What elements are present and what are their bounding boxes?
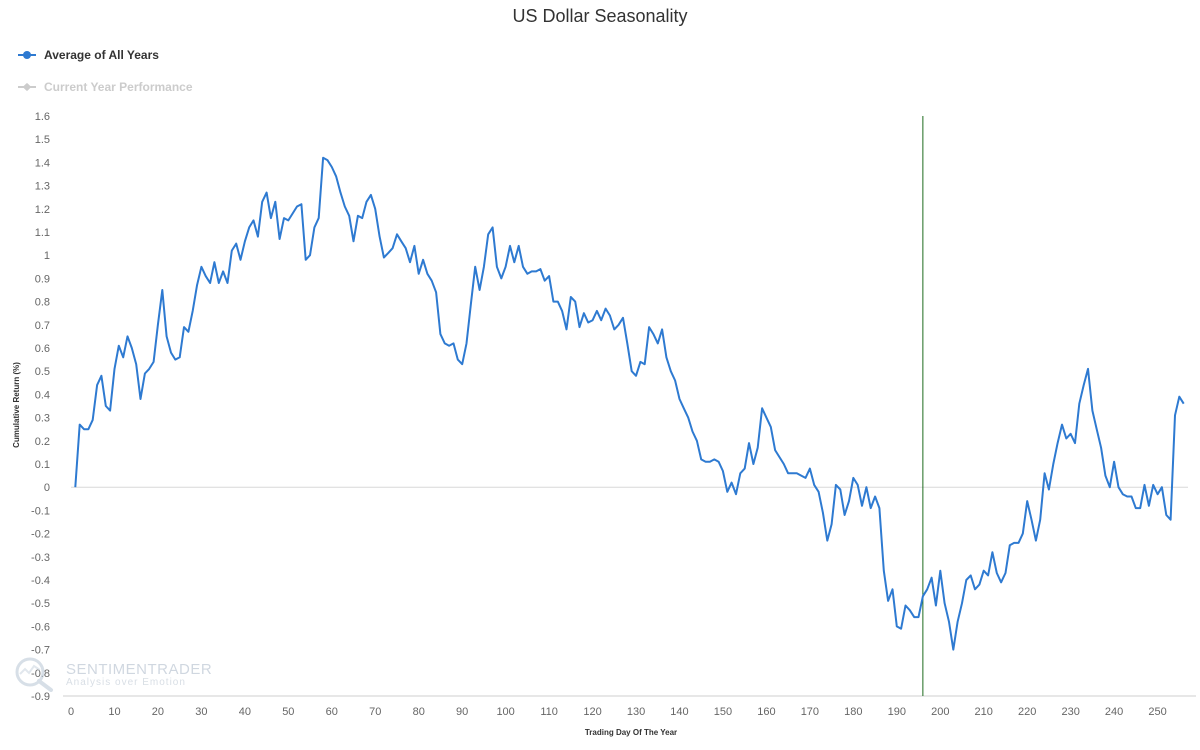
x-tick-label: 140 xyxy=(670,706,688,718)
y-tick-label: -0.2 xyxy=(31,529,50,541)
y-tick-label: 1 xyxy=(44,250,50,262)
y-tick-label: 1.2 xyxy=(35,204,50,216)
y-tick-label: -0.6 xyxy=(31,621,50,633)
legend-item-average-of-all-years[interactable]: Average of All Years xyxy=(18,48,159,62)
y-tick-label: 0 xyxy=(44,482,50,494)
y-tick-label: -0.3 xyxy=(31,552,50,564)
watermark: SENTIMENTRADER Analysis over Emotion xyxy=(14,656,212,692)
y-tick-label: -0.9 xyxy=(31,691,50,703)
y-tick-label: 0.7 xyxy=(35,320,50,332)
y-tick-label: 0.9 xyxy=(35,273,50,285)
x-tick-label: 180 xyxy=(844,706,862,718)
y-tick-label: 0.2 xyxy=(35,436,50,448)
series-line-average-of-all-years[interactable] xyxy=(74,156,1185,651)
legend-swatch-icon xyxy=(18,82,36,92)
x-tick-label: 150 xyxy=(714,706,732,718)
legend-swatch-icon xyxy=(18,50,36,60)
x-tick-label: 110 xyxy=(540,706,558,718)
y-tick-label: -0.5 xyxy=(31,598,50,610)
y-axis-title: Cumulative Return (%) xyxy=(12,362,21,448)
y-tick-label: 1.4 xyxy=(35,157,50,169)
x-tick-label: 130 xyxy=(627,706,645,718)
x-tick-label: 70 xyxy=(369,706,381,718)
y-tick-label: 1.6 xyxy=(35,111,50,123)
x-tick-label: 210 xyxy=(975,706,993,718)
x-tick-label: 200 xyxy=(931,706,949,718)
x-tick-label: 220 xyxy=(1018,706,1036,718)
x-tick-label: 230 xyxy=(1061,706,1079,718)
magnifier-logo-icon xyxy=(15,657,53,692)
y-tick-label: 0.8 xyxy=(35,297,50,309)
x-tick-label: 240 xyxy=(1105,706,1123,718)
legend-label-current-year: Current Year Performance xyxy=(44,80,193,94)
y-tick-label: -0.7 xyxy=(31,645,50,657)
legend-item-current-year-performance[interactable]: Current Year Performance xyxy=(18,80,193,94)
chart-title: US Dollar Seasonality xyxy=(512,6,688,26)
y-tick-label: 1.5 xyxy=(35,134,50,146)
y-tick-label: 0.4 xyxy=(35,389,50,401)
legend-label-average: Average of All Years xyxy=(44,48,159,62)
y-tick-label: 0.5 xyxy=(35,366,50,378)
y-tick-label: -0.4 xyxy=(31,575,50,587)
x-tick-label: 20 xyxy=(152,706,164,718)
y-tick-label: 1.3 xyxy=(35,181,50,193)
y-tick-label: -0.8 xyxy=(31,668,50,680)
x-tick-label: 50 xyxy=(282,706,294,718)
x-tick-label: 250 xyxy=(1148,706,1166,718)
watermark-tagline: Analysis over Emotion xyxy=(66,676,186,688)
y-axis-ticks: 1.6 1.5 1.4 1.3 1.2 1.1 1 0.9 0.8 0.7 0.6 0.5 0.4 0.3… xyxy=(31,111,50,703)
x-tick-label: 10 xyxy=(108,706,120,718)
x-axis-ticks: 0 10 20 30 40 50 60 70 80 90 100 110 120 130 140 150 160… xyxy=(68,706,1167,718)
x-tick-label: 80 xyxy=(413,706,425,718)
y-tick-label: -0.1 xyxy=(31,505,50,517)
x-tick-label: 100 xyxy=(496,706,514,718)
x-tick-label: 90 xyxy=(456,706,468,718)
x-tick-label: 0 xyxy=(68,706,74,718)
watermark-name: SENTIMENTRADER xyxy=(66,660,213,678)
x-axis-title: Trading Day Of The Year xyxy=(585,728,677,737)
x-tick-label: 120 xyxy=(583,706,601,718)
y-tick-label: 1.1 xyxy=(35,227,50,239)
x-tick-label: 60 xyxy=(326,706,338,718)
y-tick-label: 0.1 xyxy=(35,459,50,471)
y-tick-label: 0.3 xyxy=(35,413,50,425)
x-tick-label: 160 xyxy=(757,706,775,718)
y-tick-label: 0.6 xyxy=(35,343,50,355)
x-tick-label: 30 xyxy=(195,706,207,718)
x-tick-label: 40 xyxy=(239,706,251,718)
x-tick-label: 190 xyxy=(888,706,906,718)
x-tick-label: 170 xyxy=(801,706,819,718)
